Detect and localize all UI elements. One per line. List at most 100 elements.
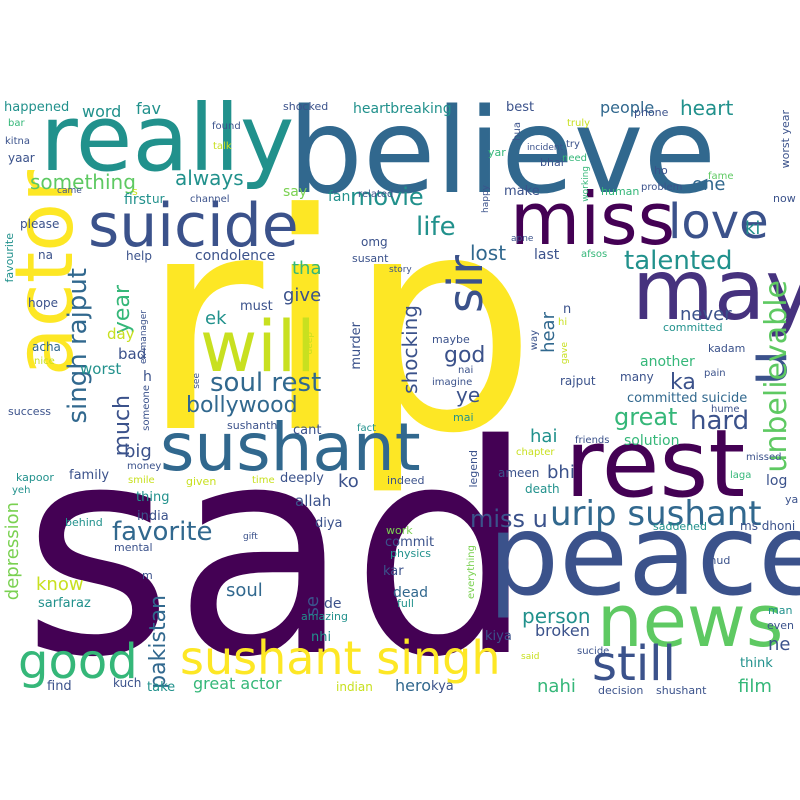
word-even: even	[767, 619, 795, 632]
word-ms-dhoni: ms dhoni	[740, 519, 796, 533]
word-condolence: condolence	[195, 248, 276, 264]
word-imagine: imagine	[432, 377, 473, 388]
word-nhi: nhi	[311, 630, 332, 645]
word-murder: murder	[349, 322, 364, 370]
word-channel: channel	[190, 194, 230, 205]
word-kuch: kuch	[113, 676, 142, 690]
word-hua: hua	[512, 122, 523, 141]
word-gift: gift	[243, 532, 258, 542]
word-someone: someone	[141, 385, 152, 431]
word-shocked: shocked	[283, 100, 329, 113]
word-s: s	[132, 185, 138, 198]
word-omg: omg	[361, 235, 388, 249]
word-great-actor: great actor	[193, 674, 282, 693]
word-cant: cant	[293, 423, 322, 438]
word-yeh: yeh	[12, 485, 31, 496]
word-maybe: maybe	[432, 333, 470, 346]
word-really: really	[40, 85, 295, 192]
word-hi: hi	[558, 317, 568, 328]
word-related: related	[358, 189, 394, 200]
word-time: time	[252, 475, 275, 486]
word-bhi: bhi	[547, 462, 575, 483]
word-sarfaraz: sarfaraz	[38, 596, 91, 611]
word-soul-rest: soul rest	[210, 368, 322, 398]
word-full: full	[397, 597, 414, 610]
word-everything: everything	[466, 545, 477, 599]
word-ur: ur	[152, 192, 165, 206]
word-n: n	[563, 302, 572, 317]
word-god: god	[444, 343, 486, 368]
word-miss-u: miss u	[470, 505, 548, 533]
word-favorite: favorite	[112, 517, 213, 547]
word-unbelievable: unbelievable	[759, 280, 794, 473]
word-big: big	[124, 441, 152, 462]
word-still: still	[592, 636, 676, 692]
word-ameen: ameen	[498, 466, 540, 480]
word-now: now	[773, 192, 796, 205]
word-love: love	[668, 194, 769, 250]
word-ya: ya	[785, 493, 799, 506]
word-mai: mai	[453, 411, 474, 424]
word-lost: lost	[470, 241, 507, 265]
word-kitna: kitna	[5, 136, 30, 147]
word-m: m	[142, 569, 153, 582]
word-first: first	[124, 192, 152, 208]
word-find: find	[47, 679, 72, 694]
word-ki: ki	[745, 218, 761, 239]
word-kar: kar	[383, 564, 404, 579]
word-dead: dead	[393, 585, 428, 601]
word-happened: happened	[4, 100, 70, 115]
word-singh-rajput: singh rajput	[63, 268, 93, 424]
word-rest: rest	[565, 410, 746, 519]
word-saddened: saddened	[653, 520, 707, 533]
word-will: will	[200, 306, 316, 388]
word-bar: bar	[8, 118, 25, 129]
word-see: see	[192, 373, 202, 389]
word-person: person	[522, 604, 591, 628]
word-ye: ye	[456, 383, 481, 407]
word-many: many	[620, 370, 654, 384]
word-missed: missed	[746, 452, 782, 463]
word-log: log	[766, 473, 788, 489]
word-committed-suicide: committed suicide	[627, 391, 748, 406]
word-say: say	[283, 184, 308, 200]
word-yar: yar	[488, 146, 506, 159]
word-something: something	[30, 170, 136, 194]
word-please: please	[20, 217, 60, 231]
word-take: take	[147, 680, 176, 695]
word-nai: nai	[458, 365, 474, 376]
word-depression: depression	[2, 502, 23, 601]
word-another: another	[640, 354, 695, 370]
word-favourite: favourite	[3, 233, 16, 283]
word-urip-sushant: urip sushant	[550, 494, 762, 534]
word-rip: rip	[140, 150, 538, 499]
word-help: help	[126, 249, 152, 263]
word-kapoor: kapoor	[16, 471, 54, 484]
word-always: always	[175, 166, 244, 190]
word-shocking: shocking	[398, 305, 422, 394]
word-word: word	[82, 102, 122, 121]
word-fan: fan	[328, 189, 351, 205]
word-good: good	[18, 634, 138, 690]
word-believe: believe	[288, 82, 717, 220]
word-diya: diya	[315, 516, 343, 531]
word-heart: heart	[680, 96, 734, 120]
word-talk: talk	[213, 141, 232, 152]
word-broken: broken	[535, 621, 590, 640]
word-worst-year: worst year	[779, 110, 792, 169]
word-nice: nice	[34, 356, 55, 367]
word-na: na	[38, 248, 53, 262]
word-fav: fav	[136, 99, 161, 118]
word-bad: bad	[118, 345, 147, 363]
word-acha: acha	[32, 340, 61, 354]
word-never: never	[680, 304, 732, 325]
word-fame: fame	[708, 171, 734, 182]
word-gave: gave	[560, 342, 570, 365]
word-thing: thing	[136, 490, 170, 505]
word-think: think	[740, 656, 773, 671]
word-amazing: amazing	[301, 610, 348, 623]
word-sushanth: sushanth	[227, 419, 278, 432]
word-way: way	[529, 330, 540, 351]
word-movie: movie	[350, 183, 424, 211]
